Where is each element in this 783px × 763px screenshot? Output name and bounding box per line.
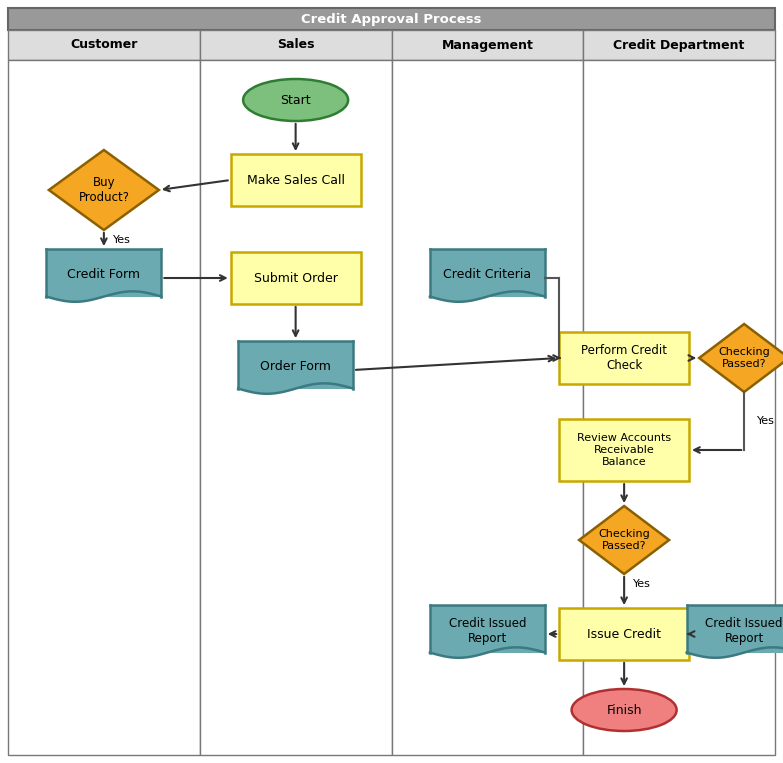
FancyBboxPatch shape xyxy=(430,249,545,297)
Text: Submit Order: Submit Order xyxy=(254,272,337,285)
Text: Buy
Product?: Buy Product? xyxy=(78,176,129,204)
Text: Yes: Yes xyxy=(633,579,651,589)
Text: Customer: Customer xyxy=(70,38,138,51)
Text: Perform Credit
Check: Perform Credit Check xyxy=(581,344,667,372)
Text: Issue Credit: Issue Credit xyxy=(587,627,661,640)
FancyBboxPatch shape xyxy=(559,608,689,660)
FancyBboxPatch shape xyxy=(231,154,361,206)
FancyBboxPatch shape xyxy=(583,60,775,755)
FancyBboxPatch shape xyxy=(8,30,200,60)
Text: Checking
Passed?: Checking Passed? xyxy=(598,530,650,551)
FancyBboxPatch shape xyxy=(46,249,161,297)
FancyBboxPatch shape xyxy=(559,419,689,481)
Text: Order Form: Order Form xyxy=(260,360,331,373)
Polygon shape xyxy=(579,506,669,574)
FancyBboxPatch shape xyxy=(200,30,392,60)
FancyBboxPatch shape xyxy=(238,341,353,388)
Text: Credit Criteria: Credit Criteria xyxy=(443,269,532,282)
FancyBboxPatch shape xyxy=(392,30,583,60)
Polygon shape xyxy=(49,150,159,230)
Text: Review Accounts
Receivable
Balance: Review Accounts Receivable Balance xyxy=(577,433,671,467)
Text: Checking
Passed?: Checking Passed? xyxy=(718,347,770,369)
Text: Management: Management xyxy=(442,38,533,51)
Text: Yes: Yes xyxy=(757,416,775,426)
FancyBboxPatch shape xyxy=(8,8,775,30)
FancyBboxPatch shape xyxy=(8,60,200,755)
Text: Yes: Yes xyxy=(113,235,131,245)
FancyBboxPatch shape xyxy=(430,605,545,652)
FancyBboxPatch shape xyxy=(200,60,392,755)
Ellipse shape xyxy=(244,79,348,121)
FancyBboxPatch shape xyxy=(231,252,361,304)
FancyBboxPatch shape xyxy=(392,60,583,755)
FancyBboxPatch shape xyxy=(687,605,783,652)
Text: Make Sales Call: Make Sales Call xyxy=(247,173,345,186)
Text: Sales: Sales xyxy=(277,38,315,51)
Text: Credit Form: Credit Form xyxy=(67,269,140,282)
Text: Finish: Finish xyxy=(606,703,642,716)
Ellipse shape xyxy=(572,689,677,731)
Polygon shape xyxy=(699,324,783,392)
Text: Credit Issued
Report: Credit Issued Report xyxy=(449,617,526,645)
Text: Credit Approval Process: Credit Approval Process xyxy=(301,12,482,25)
FancyBboxPatch shape xyxy=(559,332,689,384)
Text: Credit Department: Credit Department xyxy=(613,38,745,51)
FancyBboxPatch shape xyxy=(583,30,775,60)
Text: Credit Issued
Report: Credit Issued Report xyxy=(705,617,783,645)
Text: Start: Start xyxy=(280,94,311,107)
